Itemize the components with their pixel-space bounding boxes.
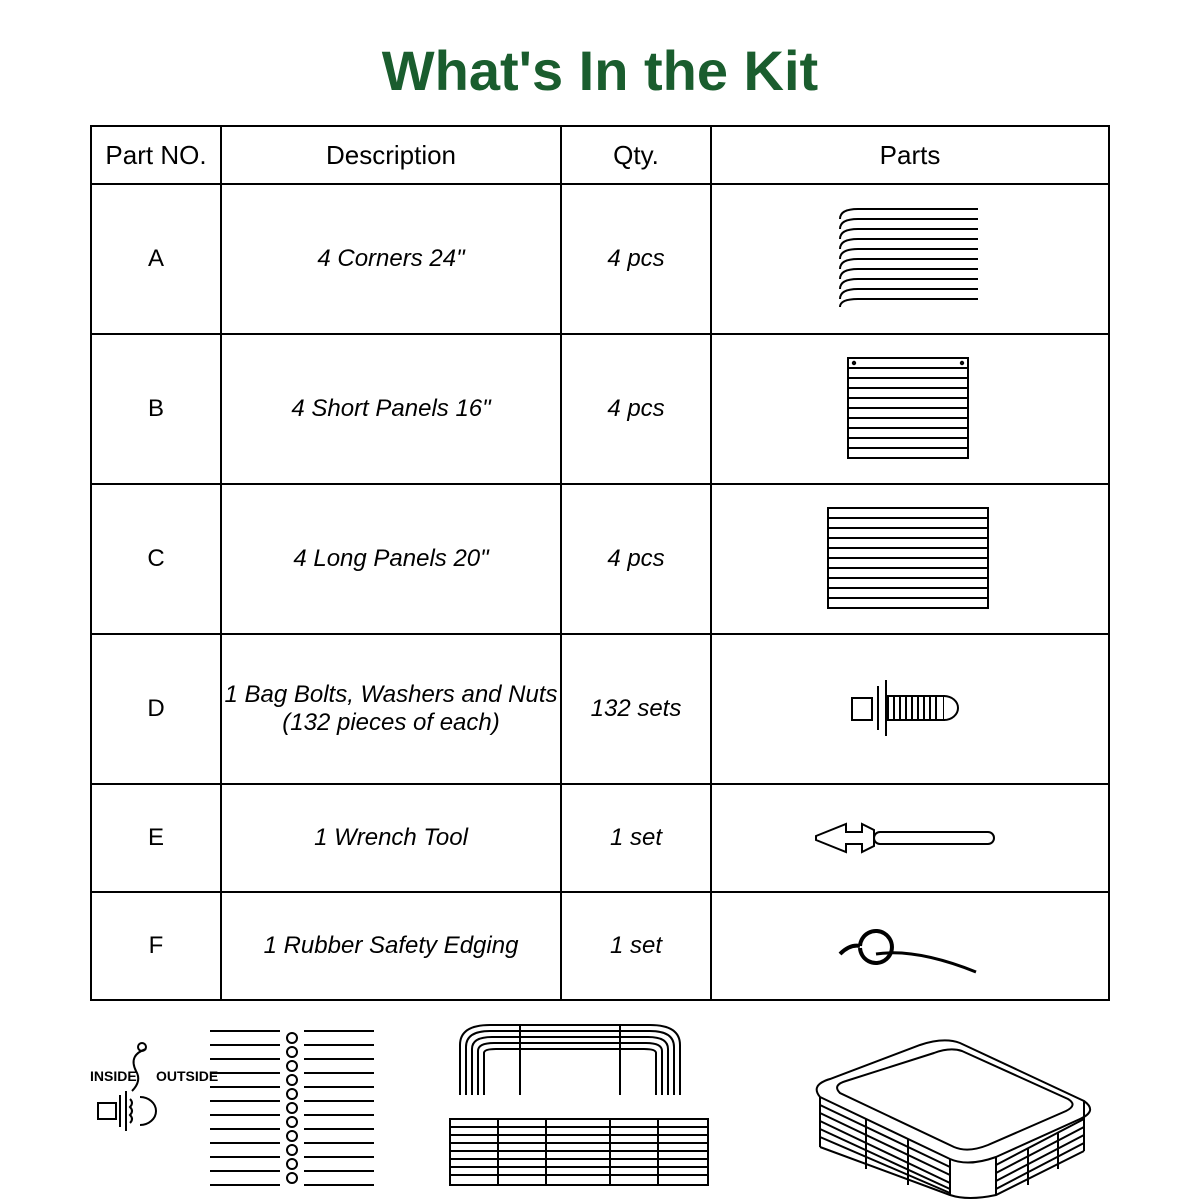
cell-partno: F [91, 892, 221, 1000]
cell-desc: 1 Bag Bolts, Washers and Nuts(132 pieces… [221, 634, 561, 784]
bolt-icon [850, 680, 970, 738]
table-row: B4 Short Panels 16"4 pcs [91, 334, 1109, 484]
cell-desc: 4 Corners 24" [221, 184, 561, 334]
table-row: A4 Corners 24"4 pcs [91, 184, 1109, 334]
cell-parts-icon [711, 784, 1109, 892]
cell-qty: 132 sets [561, 634, 711, 784]
table-header-row: Part NO. Description Qty. Parts [91, 126, 1109, 184]
col-parts: Parts [711, 126, 1109, 184]
cell-partno: C [91, 484, 221, 634]
corners-icon [830, 207, 990, 311]
cell-desc: 1 Wrench Tool [221, 784, 561, 892]
cell-desc: 4 Short Panels 16" [221, 334, 561, 484]
cell-qty: 4 pcs [561, 334, 711, 484]
wrench-icon [810, 816, 1010, 860]
cell-partno: B [91, 334, 221, 484]
col-desc: Description [221, 126, 561, 184]
cell-qty: 1 set [561, 784, 711, 892]
cell-desc: 1 Rubber Safety Edging [221, 892, 561, 1000]
assembly-step3-icon [770, 1019, 1110, 1199]
cell-parts-icon [711, 634, 1109, 784]
cell-qty: 4 pcs [561, 184, 711, 334]
outside-label: OUTSIDE [156, 1068, 218, 1084]
table-row: F1 Rubber Safety Edging1 set [91, 892, 1109, 1000]
cell-parts-icon [711, 484, 1109, 634]
assembly-illustrations: INSIDE OUTSIDE [90, 1019, 1110, 1199]
cell-parts-icon [711, 334, 1109, 484]
col-qty: Qty. [561, 126, 711, 184]
cell-qty: 4 pcs [561, 484, 711, 634]
table-row: C4 Long Panels 20"4 pcs [91, 484, 1109, 634]
table-row: E1 Wrench Tool1 set [91, 784, 1109, 892]
kit-table: Part NO. Description Qty. Parts A4 Corne… [90, 125, 1110, 1001]
cell-desc: 4 Long Panels 20" [221, 484, 561, 634]
page-title: What's In the Kit [90, 38, 1110, 103]
assembly-step2-icon [440, 1019, 720, 1199]
panels-long-icon [826, 506, 994, 612]
assembly-step1-icon: INSIDE OUTSIDE [90, 1019, 390, 1199]
inside-label: INSIDE [90, 1068, 137, 1084]
kit-tbody: A4 Corners 24"4 pcsB4 Short Panels 16"4 … [91, 184, 1109, 1000]
table-row: D1 Bag Bolts, Washers and Nuts(132 piece… [91, 634, 1109, 784]
cell-partno: A [91, 184, 221, 334]
cell-parts-icon [711, 892, 1109, 1000]
col-partno: Part NO. [91, 126, 221, 184]
cell-parts-icon [711, 184, 1109, 334]
edging-icon [830, 916, 990, 976]
cell-partno: E [91, 784, 221, 892]
cell-partno: D [91, 634, 221, 784]
cell-qty: 1 set [561, 892, 711, 1000]
panels-short-icon [840, 356, 980, 462]
